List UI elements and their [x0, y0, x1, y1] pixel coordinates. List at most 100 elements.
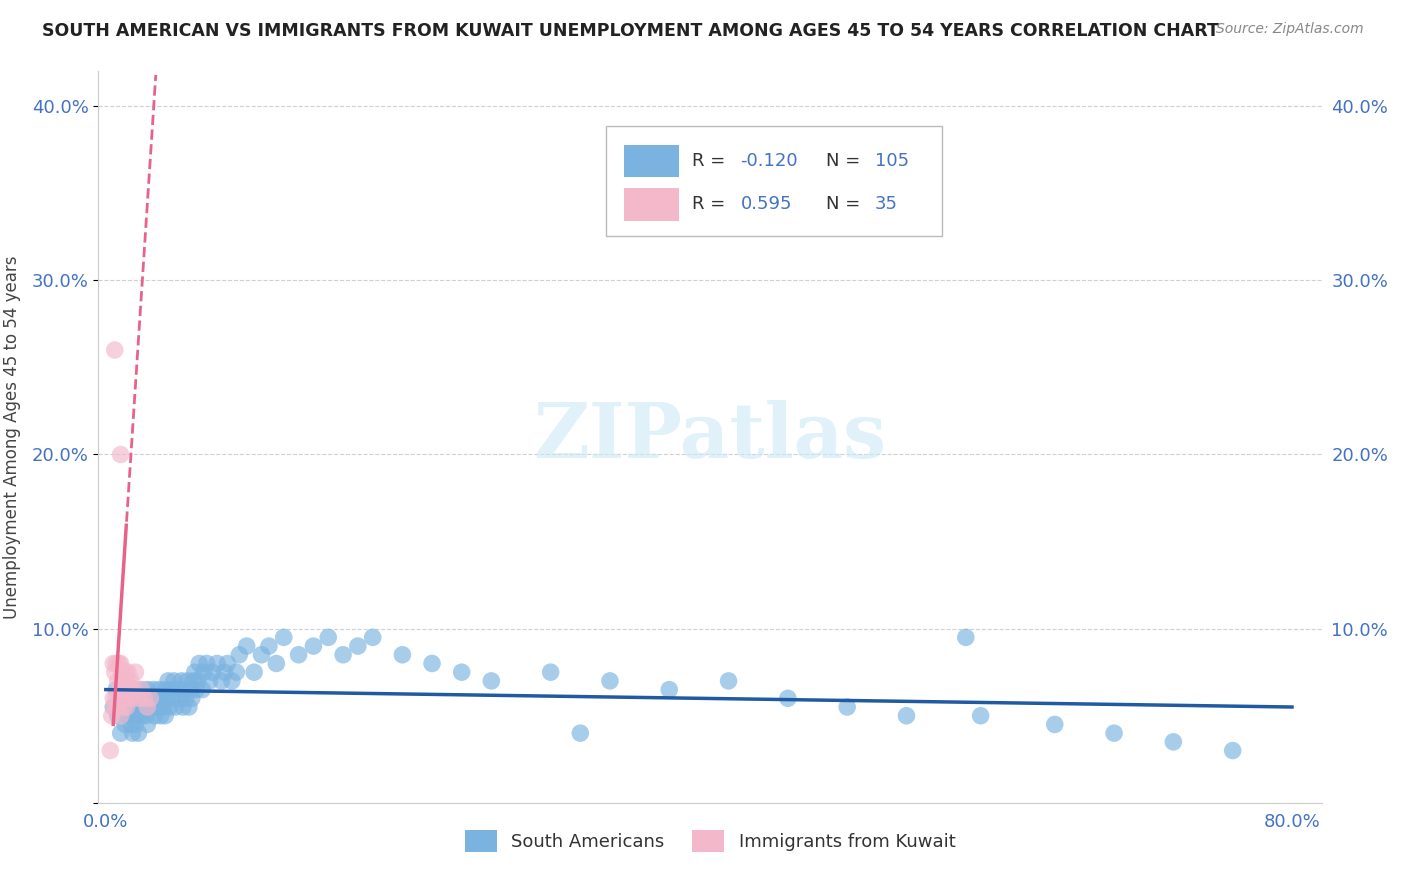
Text: 35: 35 — [875, 195, 898, 213]
Point — [837, 700, 859, 714]
Point — [105, 691, 128, 706]
Point — [180, 691, 202, 706]
Point — [124, 708, 146, 723]
Y-axis label: Unemployment Among Ages 45 to 54 years: Unemployment Among Ages 45 to 54 years — [3, 255, 21, 619]
Point — [717, 673, 740, 688]
Point — [111, 665, 134, 680]
Point — [169, 691, 191, 706]
Point — [127, 726, 149, 740]
Point — [143, 708, 166, 723]
Point — [257, 639, 280, 653]
Point — [107, 708, 129, 723]
Point — [955, 631, 977, 645]
Text: 0.595: 0.595 — [741, 195, 792, 213]
Point — [136, 682, 159, 697]
Point — [181, 673, 204, 688]
Point — [159, 700, 181, 714]
Point — [117, 708, 139, 723]
Point — [391, 648, 413, 662]
Point — [302, 639, 325, 653]
Text: R =: R = — [692, 152, 731, 169]
Point — [179, 682, 201, 697]
Point — [186, 682, 208, 697]
FancyBboxPatch shape — [606, 126, 942, 235]
Point — [103, 657, 125, 671]
Point — [121, 700, 143, 714]
Point — [112, 700, 135, 714]
Point — [112, 673, 135, 688]
Point — [156, 691, 179, 706]
Point — [157, 673, 180, 688]
Point — [225, 665, 247, 680]
Point — [98, 743, 121, 757]
Point — [191, 682, 214, 697]
Text: SOUTH AMERICAN VS IMMIGRANTS FROM KUWAIT UNEMPLOYMENT AMONG AGES 45 TO 54 YEARS : SOUTH AMERICAN VS IMMIGRANTS FROM KUWAIT… — [42, 22, 1219, 40]
Point — [103, 691, 125, 706]
Point — [105, 682, 128, 697]
Point — [450, 665, 472, 680]
Point — [122, 682, 145, 697]
Point — [103, 700, 125, 714]
Point — [141, 700, 163, 714]
Point — [117, 691, 139, 706]
Point — [201, 665, 224, 680]
Point — [214, 665, 236, 680]
Point — [145, 691, 167, 706]
Point — [540, 665, 562, 680]
Point — [599, 673, 621, 688]
Point — [104, 700, 127, 714]
Text: R =: R = — [692, 195, 731, 213]
Point — [347, 639, 370, 653]
Point — [112, 700, 135, 714]
Point — [195, 657, 218, 671]
Point — [105, 657, 128, 671]
Point — [120, 717, 142, 731]
Point — [188, 657, 211, 671]
Point — [114, 691, 136, 706]
Point — [110, 726, 132, 740]
Point — [108, 691, 131, 706]
Point — [1222, 743, 1244, 757]
Point — [135, 708, 157, 723]
Point — [110, 657, 132, 671]
Point — [420, 657, 443, 671]
Point — [134, 691, 156, 706]
Point — [138, 700, 160, 714]
Point — [121, 691, 143, 706]
Point — [163, 673, 186, 688]
Point — [114, 665, 136, 680]
Point — [146, 700, 169, 714]
Point — [110, 708, 132, 723]
Point — [121, 726, 143, 740]
Text: ZIPatlas: ZIPatlas — [533, 401, 887, 474]
Point — [361, 631, 384, 645]
Point — [136, 700, 159, 714]
Point — [165, 700, 187, 714]
Point — [148, 682, 170, 697]
Point — [117, 691, 139, 706]
Point — [174, 691, 197, 706]
Point — [131, 708, 153, 723]
FancyBboxPatch shape — [624, 145, 679, 178]
Point — [332, 648, 354, 662]
Point — [150, 691, 173, 706]
Point — [115, 700, 138, 714]
Point — [658, 682, 681, 697]
Point — [205, 657, 228, 671]
Point — [273, 631, 295, 645]
Point — [1163, 735, 1185, 749]
Text: 105: 105 — [875, 152, 910, 169]
Point — [776, 691, 799, 706]
Point — [125, 700, 148, 714]
Point — [162, 691, 184, 706]
Point — [153, 682, 176, 697]
Point — [173, 682, 195, 697]
Point — [969, 708, 991, 723]
Point — [110, 448, 132, 462]
Point — [221, 673, 243, 688]
Point — [125, 708, 148, 723]
Point — [479, 673, 502, 688]
Point — [127, 691, 149, 706]
Point — [139, 691, 162, 706]
Point — [287, 648, 309, 662]
